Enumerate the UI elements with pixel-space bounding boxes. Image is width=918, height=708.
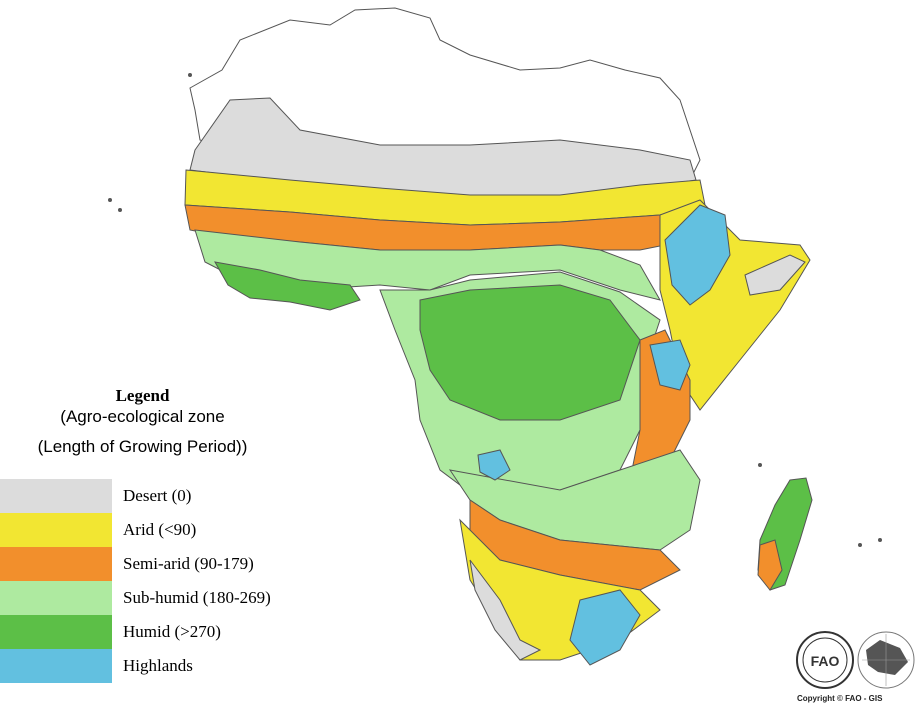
legend-swatch <box>0 649 112 683</box>
legend-swatch <box>0 513 112 547</box>
highlands-ethiopia <box>664 204 731 306</box>
island-marker <box>858 543 862 547</box>
legend-subtitle-2: (Length of Growing Period)) <box>37 437 248 456</box>
gis-globe-logo <box>857 631 915 689</box>
highlands-east-africa <box>649 339 691 391</box>
island-marker <box>118 208 122 212</box>
desert-zone-namib <box>469 559 542 661</box>
legend-item-arid: Arid (<90) <box>0 513 340 547</box>
copyright-text: Copyright © FAO - GIS <box>797 694 883 703</box>
desert-zone-horn <box>744 254 806 296</box>
legend-label: Desert (0) <box>123 486 192 505</box>
humid-zone-west-coast <box>214 261 361 311</box>
island-marker <box>758 463 762 467</box>
island-marker <box>108 198 112 202</box>
island-marker <box>878 538 882 542</box>
legend-swatch <box>0 615 112 649</box>
madagascar-semi-arid <box>757 539 783 591</box>
fao-logo: FAO <box>796 631 854 689</box>
legend-title: Legend <box>115 386 170 405</box>
legend-item-sub-humid: Sub-humid (180-269) <box>0 581 340 615</box>
legend-label: Humid (>270) <box>123 622 221 641</box>
legend-label: Arid (<90) <box>123 520 197 539</box>
highlands-angola <box>477 449 511 481</box>
highlands-south-africa <box>569 589 641 666</box>
legend-label: Highlands <box>123 656 193 675</box>
humid-zone-congo-basin <box>419 284 641 421</box>
legend-subtitle-1: (Agro-ecological zone <box>60 407 225 426</box>
legend-swatch <box>0 547 112 581</box>
legend-item-desert: Desert (0) <box>0 479 340 513</box>
legend-item-highlands: Highlands <box>0 649 340 683</box>
legend-item-humid: Humid (>270) <box>0 615 340 649</box>
legend-item-semi-arid: Semi-arid (90-179) <box>0 547 340 581</box>
legend-swatch <box>0 479 112 513</box>
svg-text:FAO: FAO <box>811 653 840 669</box>
legend-label: Sub-humid (180-269) <box>123 588 271 607</box>
island-marker <box>188 73 192 77</box>
legend-label: Semi-arid (90-179) <box>123 554 254 573</box>
legend-swatch <box>0 581 112 615</box>
